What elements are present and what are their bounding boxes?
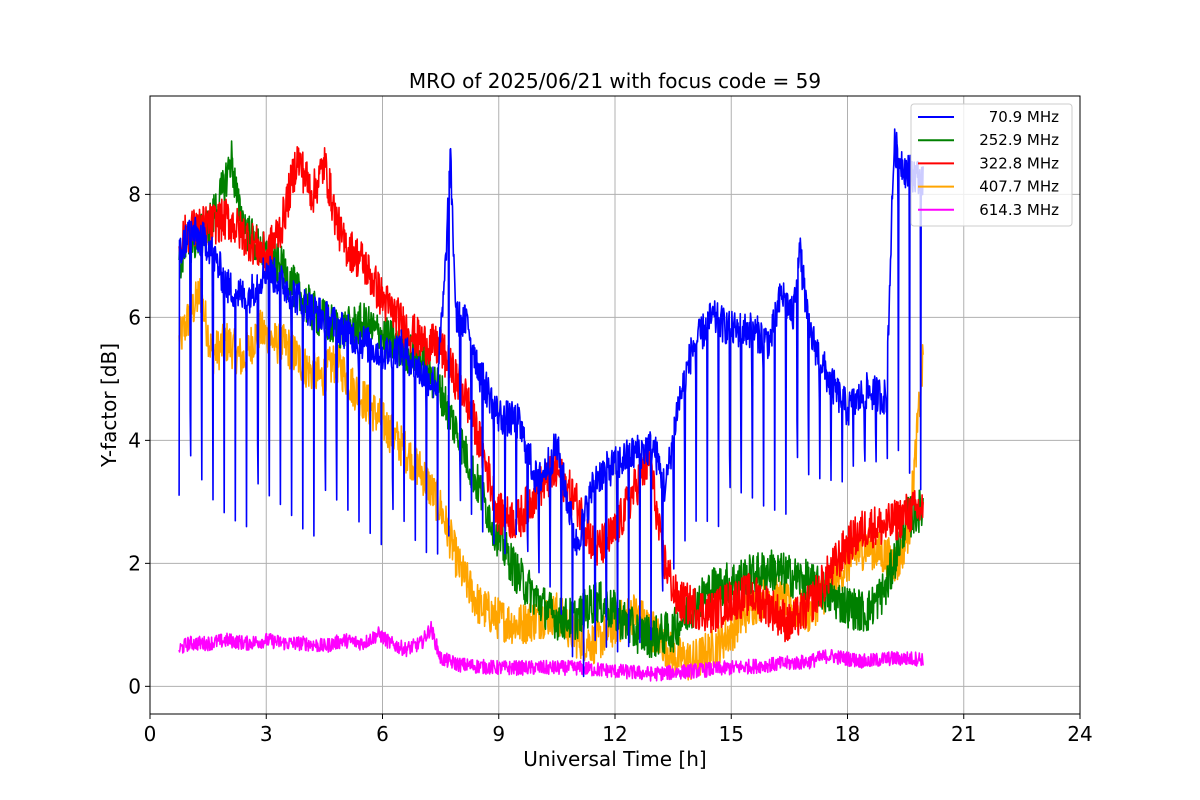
y-axis-title: Y-factor [dB]: [97, 343, 121, 468]
x-axis-title: Universal Time [h]: [523, 747, 706, 771]
y-tick-label: 0: [128, 674, 141, 698]
x-tick-label: 15: [719, 722, 744, 746]
chart-title: MRO of 2025/06/21 with focus code = 59: [409, 69, 821, 93]
legend-entries: 70.9 MHz 252.9 MHz 322.8 MHz 407.7 MHz 614.3…: [918, 108, 1059, 219]
x-tick-label: 6: [376, 722, 389, 746]
legend-label-0: 70.9 MHz: [989, 108, 1059, 126]
y-tick-label: 6: [128, 305, 141, 329]
x-tick-label: 18: [835, 722, 860, 746]
legend-box: [910, 103, 1073, 227]
x-tick-label: 3: [260, 722, 273, 746]
legend-label-3: 407.7 MHz: [979, 178, 1059, 196]
x-tick-label: 24: [1067, 722, 1092, 746]
y-tick-label: 2: [128, 551, 141, 575]
x-tick-label: 0: [144, 722, 157, 746]
y-tick-label: 4: [128, 428, 141, 452]
y-tick-label: 8: [128, 182, 141, 206]
x-tick-label: 21: [951, 722, 976, 746]
legend-label-4: 614.3 MHz: [979, 201, 1059, 219]
legend-label-1: 252.9 MHz: [979, 131, 1059, 149]
series-line-0: [178, 128, 924, 678]
legend-label-2: 322.8 MHz: [979, 154, 1059, 172]
series-line-4: [178, 620, 924, 682]
x-tick-label: 12: [602, 722, 627, 746]
series-layer: [178, 128, 924, 682]
x-tick-label: 9: [492, 722, 505, 746]
legend: 70.9 MHz 252.9 MHz 322.8 MHz 407.7 MHz 614.3…: [910, 103, 1073, 227]
